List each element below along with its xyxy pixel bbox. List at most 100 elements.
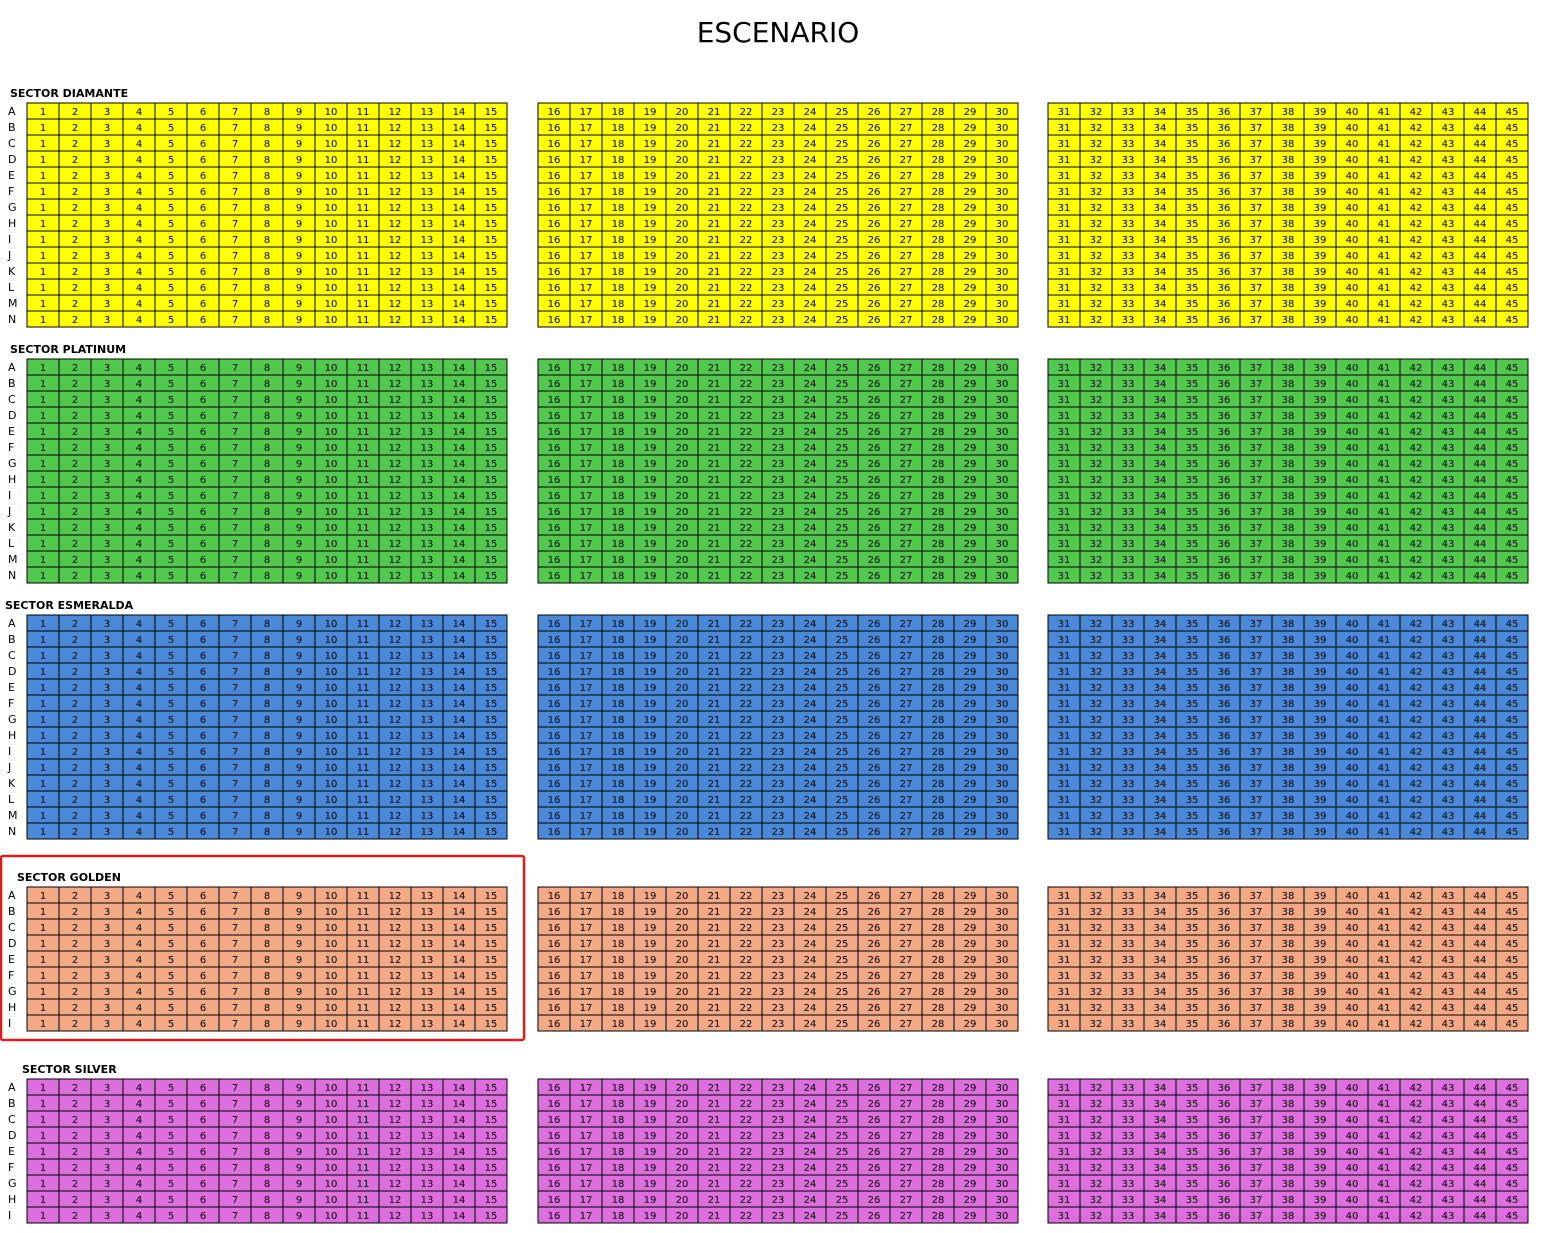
- seat-number: 13: [421, 235, 434, 246]
- seat-number: 19: [644, 715, 657, 726]
- row-label: K: [8, 265, 16, 278]
- seat-number: 37: [1250, 427, 1263, 438]
- seat-number: 39: [1314, 299, 1327, 310]
- seat-number: 19: [644, 779, 657, 790]
- row-label: B: [8, 1097, 16, 1110]
- seat-number: 39: [1314, 155, 1327, 166]
- seat-number: 41: [1378, 379, 1391, 390]
- seat-number: 32: [1090, 1019, 1103, 1030]
- seat-number: 45: [1506, 315, 1519, 326]
- seat-number: 5: [168, 411, 174, 422]
- seat-number: 36: [1218, 187, 1231, 198]
- seat-number: 16: [548, 891, 561, 902]
- seat-number: 38: [1282, 395, 1295, 406]
- seat-number: 26: [868, 795, 881, 806]
- seat-number: 26: [868, 203, 881, 214]
- seat-number: 38: [1282, 1019, 1295, 1030]
- seat-number: 7: [232, 219, 238, 230]
- seat-number: 8: [264, 1131, 270, 1142]
- seat-number: 33: [1122, 1131, 1135, 1142]
- seat-number: 11: [357, 203, 370, 214]
- seat-number: 7: [232, 395, 238, 406]
- seat-number: 26: [868, 235, 881, 246]
- seat-number: 1: [40, 379, 46, 390]
- seat-number: 2: [72, 683, 78, 694]
- seat-number: 35: [1186, 523, 1199, 534]
- seat-number: 18: [612, 139, 625, 150]
- seat-number: 20: [676, 491, 689, 502]
- seat-number: 30: [996, 219, 1009, 230]
- seat-number: 34: [1154, 491, 1167, 502]
- seat-number: 6: [200, 219, 206, 230]
- seat-number: 8: [264, 811, 270, 822]
- seat-number: 15: [485, 299, 498, 310]
- seat-number: 30: [996, 987, 1009, 998]
- seat-number: 37: [1250, 507, 1263, 518]
- seat-number: 41: [1378, 395, 1391, 406]
- seat-number: 26: [868, 507, 881, 518]
- seat-number: 9: [296, 939, 302, 950]
- seat-number: 24: [804, 827, 817, 838]
- seat-number: 36: [1218, 715, 1231, 726]
- seat-number: 21: [708, 299, 721, 310]
- seat-number: 6: [200, 555, 206, 566]
- row-label: L: [8, 281, 15, 294]
- seat-number: 45: [1506, 491, 1519, 502]
- seat-number: 8: [264, 1083, 270, 1094]
- seat-number: 22: [740, 827, 753, 838]
- seat-number: 12: [389, 699, 402, 710]
- seat-number: 15: [485, 203, 498, 214]
- seat-number: 2: [72, 171, 78, 182]
- seat-number: 5: [168, 779, 174, 790]
- seat-number: 2: [72, 363, 78, 374]
- seat-number: 22: [740, 971, 753, 982]
- seat-number: 43: [1442, 715, 1455, 726]
- seat-number: 33: [1122, 363, 1135, 374]
- seat-number: 33: [1122, 1099, 1135, 1110]
- seat-number: 30: [996, 795, 1009, 806]
- seat-number: 12: [389, 1115, 402, 1126]
- row-label: K: [8, 521, 16, 534]
- seat-number: 13: [421, 939, 434, 950]
- seat-number: 27: [900, 283, 913, 294]
- seat-number: 12: [389, 683, 402, 694]
- seat-number: 33: [1122, 251, 1135, 262]
- seat-number: 33: [1122, 187, 1135, 198]
- seat-number: 28: [932, 267, 945, 278]
- seat-number: 24: [804, 779, 817, 790]
- seat-number: 40: [1346, 555, 1359, 566]
- seat-number: 4: [136, 187, 142, 198]
- seat-number: 36: [1218, 475, 1231, 486]
- seat-number: 37: [1250, 251, 1263, 262]
- seat-number: 10: [325, 731, 338, 742]
- seat-number: 20: [676, 283, 689, 294]
- seat-number: 2: [72, 971, 78, 982]
- seat-number: 39: [1314, 1019, 1327, 1030]
- seat-number: 33: [1122, 299, 1135, 310]
- seat-number: 22: [740, 651, 753, 662]
- seat-number: 20: [676, 667, 689, 678]
- seat-number: 40: [1346, 363, 1359, 374]
- seat-number: 4: [136, 635, 142, 646]
- seat-number: 37: [1250, 1083, 1263, 1094]
- seat-number: 7: [232, 667, 238, 678]
- seat-number: 6: [200, 827, 206, 838]
- seat-number: 35: [1186, 1115, 1199, 1126]
- seat-number: 14: [453, 555, 466, 566]
- seat-number: 2: [72, 475, 78, 486]
- seat-number: 27: [900, 443, 913, 454]
- seat-number: 8: [264, 731, 270, 742]
- seat-number: 2: [72, 123, 78, 134]
- seat-number: 14: [453, 107, 466, 118]
- seat-number: 13: [421, 827, 434, 838]
- seat-number: 32: [1090, 795, 1103, 806]
- seat-number: 19: [644, 171, 657, 182]
- seat-number: 21: [708, 459, 721, 470]
- seat-number: 21: [708, 539, 721, 550]
- seat-number: 29: [964, 427, 977, 438]
- seat-number: 8: [264, 635, 270, 646]
- seat-number: 42: [1410, 555, 1423, 566]
- seat-number: 33: [1122, 219, 1135, 230]
- seat-number: 15: [485, 171, 498, 182]
